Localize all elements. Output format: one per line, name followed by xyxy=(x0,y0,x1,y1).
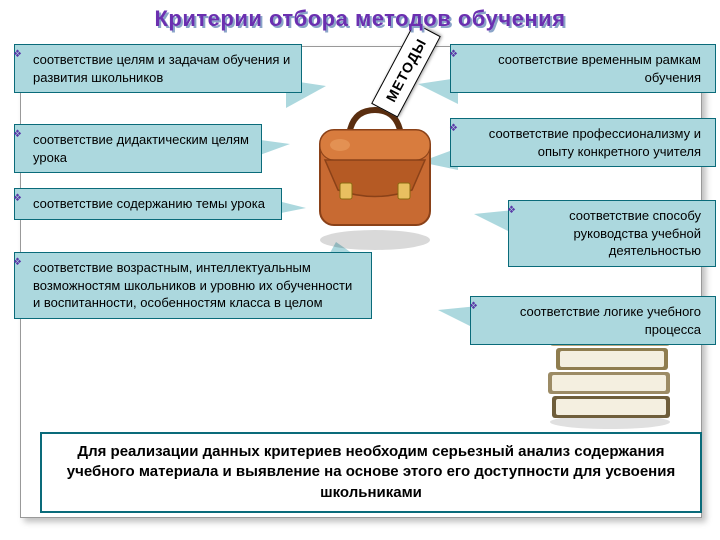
criterion-left-4: соответствие возрастным, интеллектуальны… xyxy=(14,252,372,319)
briefcase-illustration: МЕТОДЫ xyxy=(300,85,450,255)
criterion-right-3: соответствие способу руководства учебной… xyxy=(508,200,716,267)
criterion-right-4: соответствие логике учебного процесса xyxy=(470,296,716,345)
criterion-right-2: соответствие профессионализму и опыту ко… xyxy=(450,118,716,167)
page-title: Критерии отбора методов обучения Критери… xyxy=(0,6,720,32)
bottom-summary: Для реализации данных критериев необходи… xyxy=(40,432,702,513)
criterion-right-1: соответствие временным рамкам обучения xyxy=(450,44,716,93)
criterion-left-3: соответствие содержанию темы урока xyxy=(14,188,282,220)
criterion-left-2: соответствие дидактическим целям урока xyxy=(14,124,262,173)
criterion-left-1: соответствие целям и задачам обучения и … xyxy=(14,44,302,93)
